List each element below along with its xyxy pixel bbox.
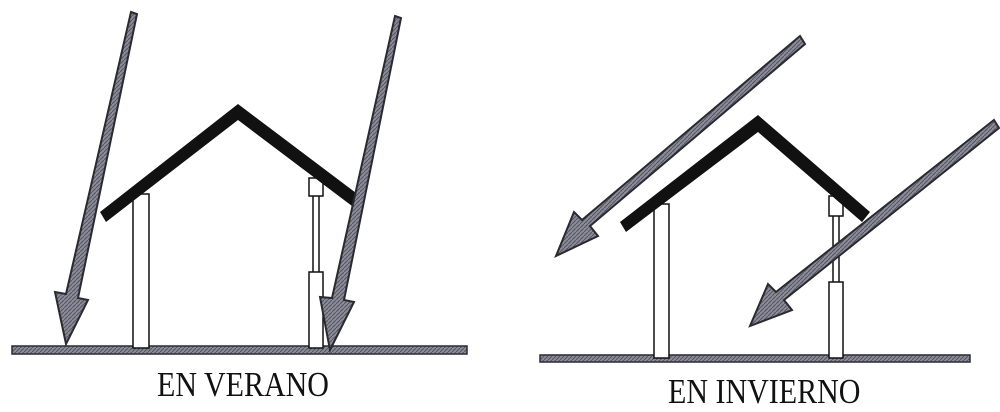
- summer-caption: EN VERANO: [157, 366, 329, 404]
- winter-caption: EN INVIERNO: [668, 373, 861, 411]
- summer-house: [100, 104, 360, 349]
- summer-ground-line: [11, 345, 468, 355]
- winter-ground-line: [539, 354, 971, 363]
- winter-sun-ray-upper: [554, 34, 807, 259]
- winter-panel: [539, 34, 1000, 363]
- winter-sun-ray-lower: [748, 118, 1000, 328]
- winter-house: [620, 115, 870, 359]
- arrow-icon: [53, 10, 139, 348]
- summer-sun-ray-left: [53, 10, 139, 348]
- winter-right-wall-lower: [828, 281, 844, 359]
- arrow-icon: [748, 118, 1000, 328]
- summer-left-wall: [132, 193, 150, 349]
- arrow-icon: [554, 34, 807, 259]
- winter-left-wall: [653, 203, 670, 359]
- winter-roof: [620, 115, 870, 232]
- summer-roof: [100, 104, 360, 222]
- summer-panel: [11, 10, 468, 355]
- arrow-icon: [318, 14, 403, 354]
- summer-right-wall-lower: [308, 271, 324, 349]
- summer-sun-ray-right: [318, 14, 403, 354]
